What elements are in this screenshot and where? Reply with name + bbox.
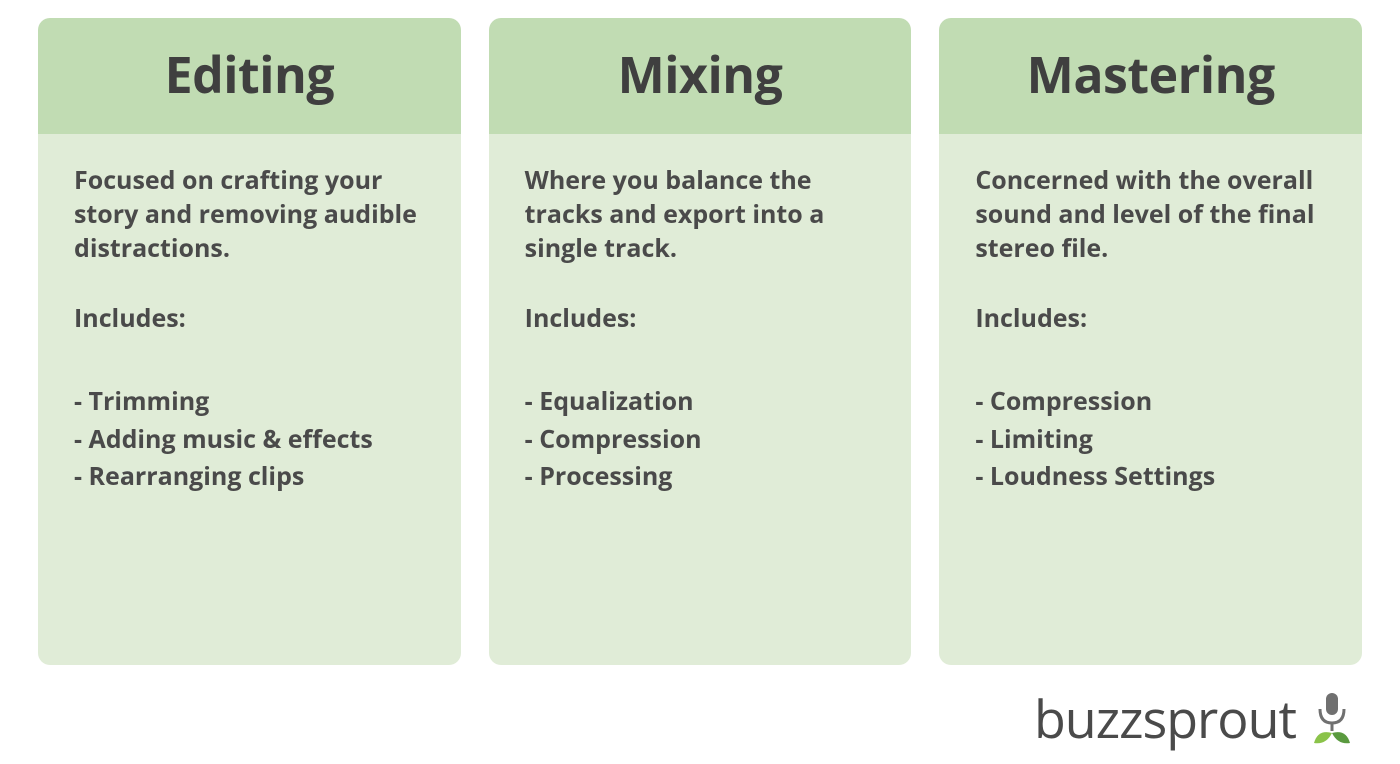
list-item: - Trimming [74, 383, 425, 421]
list-item: - Compression [525, 421, 876, 459]
list-item: - Equalization [525, 383, 876, 421]
list-item: - Limiting [975, 421, 1326, 459]
card-body: Focused on crafting your story and remov… [38, 134, 461, 665]
card-description: Where you balance the tracks and export … [525, 164, 876, 265]
includes-label: Includes: [975, 301, 1326, 335]
list-item: - Adding music & effects [74, 421, 425, 459]
list-item: - Processing [525, 458, 876, 496]
includes-label: Includes: [74, 301, 425, 335]
cards-row: Editing Focused on crafting your story a… [38, 18, 1362, 665]
card-title: Mastering [949, 40, 1352, 108]
card-mixing: Mixing Where you balance the tracks and … [489, 18, 912, 665]
card-body: Where you balance the tracks and export … [489, 134, 912, 665]
brand-name: buzzsprout [1034, 683, 1296, 754]
card-body: Concerned with the overall sound and lev… [939, 134, 1362, 665]
buzzsprout-icon [1310, 691, 1354, 747]
card-title: Editing [48, 40, 451, 108]
includes-label: Includes: [525, 301, 876, 335]
list-item: - Loudness Settings [975, 458, 1326, 496]
card-title: Mixing [499, 40, 902, 108]
card-mastering: Mastering Concerned with the overall sou… [939, 18, 1362, 665]
includes-list: - Compression - Limiting - Loudness Sett… [975, 383, 1326, 496]
card-header: Mixing [489, 18, 912, 134]
includes-list: - Trimming - Adding music & effects - Re… [74, 383, 425, 496]
includes-list: - Equalization - Compression - Processin… [525, 383, 876, 496]
footer: buzzsprout [38, 665, 1362, 754]
list-item: - Compression [975, 383, 1326, 421]
card-editing: Editing Focused on crafting your story a… [38, 18, 461, 665]
card-description: Focused on crafting your story and remov… [74, 164, 425, 265]
card-header: Editing [38, 18, 461, 134]
card-header: Mastering [939, 18, 1362, 134]
list-item: - Rearranging clips [74, 458, 425, 496]
card-description: Concerned with the overall sound and lev… [975, 164, 1326, 265]
